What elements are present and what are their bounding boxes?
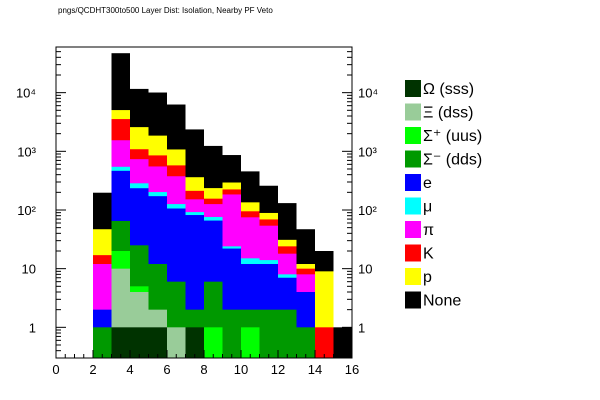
x-tick-label: 0 — [52, 362, 59, 377]
x-tick-label: 10 — [234, 362, 248, 377]
legend-swatch — [405, 197, 421, 215]
legend-swatch — [405, 174, 421, 191]
stacked-bars — [93, 53, 352, 359]
bar-segment-dds-bin-2 — [93, 327, 112, 358]
y-tick-label-right: 1 — [358, 320, 365, 335]
bar-segment-dds-bin-13 — [296, 327, 315, 358]
plot-title: pngs/QCDHT300to500 Layer Dist: Isolation… — [58, 6, 273, 15]
legend-label: π — [423, 222, 434, 239]
x-tick-label: 4 — [126, 362, 133, 377]
x-tick-label: 2 — [89, 362, 96, 377]
legend-label: p — [423, 269, 432, 286]
bar-segment-dds-bin-11 — [259, 309, 278, 358]
legend-label: Σ⁺ (uus) — [423, 128, 482, 145]
y-tick-label-left: 10⁴ — [16, 86, 36, 101]
legend-swatch — [405, 150, 421, 168]
legend-label: K — [423, 246, 434, 263]
bar-segment-none-bin-15 — [333, 327, 352, 358]
legend-swatch — [405, 268, 421, 285]
legend-label: Σ⁻ (dds) — [423, 152, 482, 169]
legend-label: None — [423, 293, 461, 310]
y-tick-label-right: 10 — [358, 262, 372, 277]
legend-swatch — [405, 103, 421, 121]
bar-segment-dds-bin-9 — [222, 309, 241, 358]
bar-segment-sss-bin-4 — [130, 327, 149, 358]
bar-segment-sss-bin-7 — [185, 327, 204, 358]
legend-label: Ω (sss) — [423, 81, 474, 98]
x-tick-label: 16 — [345, 362, 359, 377]
y-tick-label-left: 10 — [22, 262, 36, 277]
legend-swatch — [405, 244, 421, 262]
bar-segment-k-bin-14 — [315, 327, 334, 358]
y-tick-label-right: 10² — [358, 203, 377, 218]
axes: 0 2 4 6 8 10 12 14 16 1 1 10 10 10² 10² 10³ 10³ 10⁴ 10⁴ — [16, 51, 378, 377]
y-tick-label-left: 1 — [29, 320, 36, 335]
legend-label: μ — [423, 199, 432, 216]
legend-label: Ξ (dss) — [423, 105, 473, 122]
x-tick-label: 14 — [308, 362, 322, 377]
bar-segment-dss-bin-6 — [167, 327, 186, 358]
bar-segment-dds-bin-12 — [278, 309, 297, 358]
x-tick-label: 12 — [271, 362, 285, 377]
bar-segment-sss-bin-5 — [148, 327, 167, 358]
y-tick-label-right: 10³ — [358, 144, 377, 159]
x-tick-label: 8 — [200, 362, 207, 377]
legend-swatch — [405, 80, 421, 97]
legend-label: e — [423, 175, 432, 192]
bar-segment-sss-bin-3 — [111, 327, 130, 358]
x-tick-label: 6 — [163, 362, 170, 377]
legend-swatch — [405, 221, 421, 238]
bar-segment-uus-bin-8 — [204, 327, 223, 358]
y-tick-label-left: 10² — [17, 203, 36, 218]
y-tick-label-right: 10⁴ — [358, 86, 378, 101]
y-tick-label-left: 10³ — [17, 144, 36, 159]
legend-swatch — [405, 291, 421, 309]
bar-segment-uus-bin-10 — [241, 327, 260, 358]
legend-swatch — [405, 127, 421, 144]
